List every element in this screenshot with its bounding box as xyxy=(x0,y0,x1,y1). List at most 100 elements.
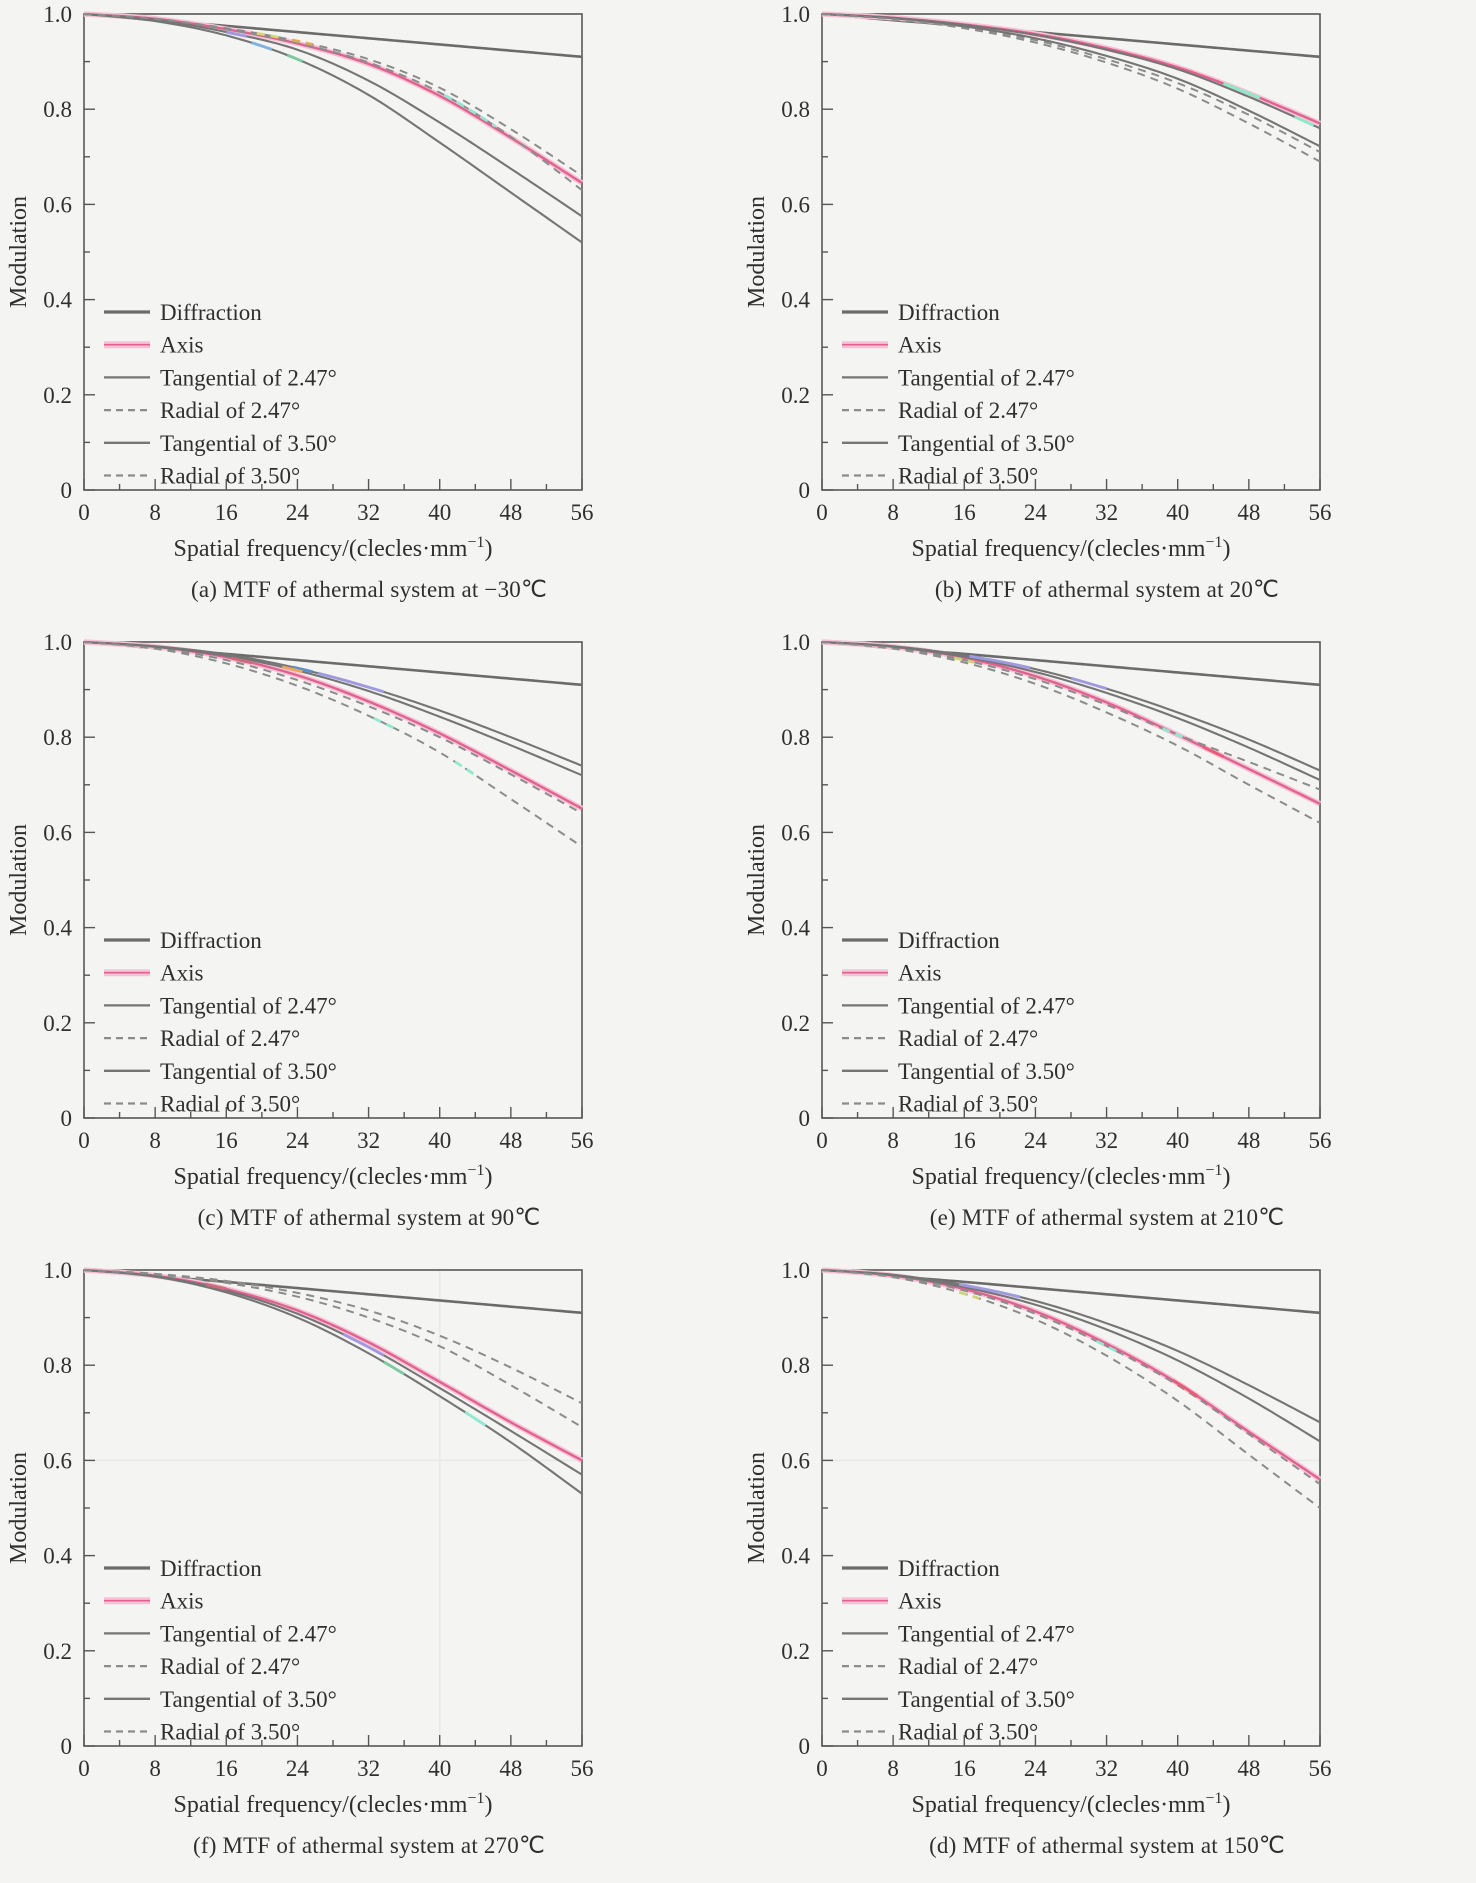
svg-text:48: 48 xyxy=(499,1756,522,1781)
svg-text:48: 48 xyxy=(1237,1128,1260,1153)
legend-label: Diffraction xyxy=(160,300,262,325)
mtf-chart-panel-f: 0 0.2 0.4 0.6 0.8 1.0 0 8 16 24 32 40 48 56 Modulation… xyxy=(0,1256,738,1883)
legend-label: Radial of 2.47° xyxy=(898,398,1038,423)
svg-text:0.2: 0.2 xyxy=(43,1011,72,1036)
mtf-chart-panel-c: 0 0.2 0.4 0.6 0.8 1.0 0 8 16 24 32 40 48 56 Modulation… xyxy=(0,628,738,1256)
svg-text:16: 16 xyxy=(953,1756,976,1781)
legend-label: Tangential of 3.50° xyxy=(898,1059,1075,1084)
svg-text:0.2: 0.2 xyxy=(781,1011,810,1036)
legend-label: Diffraction xyxy=(898,1556,1000,1581)
svg-text:1.0: 1.0 xyxy=(43,1258,72,1283)
chart-caption-b: (b) MTF of athermal system at 20℃ xyxy=(934,577,1280,602)
svg-text:Modulation: Modulation xyxy=(744,824,770,936)
svg-text:1.0: 1.0 xyxy=(781,1258,810,1283)
svg-text:0: 0 xyxy=(61,478,73,503)
svg-text:0: 0 xyxy=(799,1106,811,1131)
svg-text:0.4: 0.4 xyxy=(781,916,810,941)
svg-text:0.6: 0.6 xyxy=(781,820,810,845)
svg-text:0: 0 xyxy=(816,1128,828,1153)
legend-label: Diffraction xyxy=(160,1556,262,1581)
chart-caption-d: (d) MTF of athermal system at 150℃ xyxy=(929,1833,1285,1858)
legend-label: Tangential of 3.50° xyxy=(898,1687,1075,1712)
svg-text:8: 8 xyxy=(887,1128,899,1153)
svg-text:56: 56 xyxy=(1309,1128,1332,1153)
legend-label: Radial of 3.50° xyxy=(898,1720,1038,1745)
svg-text:24: 24 xyxy=(286,1756,310,1781)
legend-label: Tangential of 2.47° xyxy=(160,1621,337,1646)
svg-text:Spatial frequency/(clecles·mm−: Spatial frequency/(clecles·mm−1) xyxy=(174,1790,493,1818)
svg-text:0.6: 0.6 xyxy=(781,1448,810,1473)
svg-text:8: 8 xyxy=(887,500,899,525)
svg-text:0.2: 0.2 xyxy=(781,1639,810,1664)
svg-text:24: 24 xyxy=(1024,1128,1048,1153)
mtf-chart-panel-a: 0 0.2 0.4 0.6 0.8 1.0 0 8 16 24 32 40 48 56 Modulation… xyxy=(0,0,738,628)
svg-text:0.2: 0.2 xyxy=(781,383,810,408)
svg-text:0: 0 xyxy=(61,1106,73,1131)
svg-text:8: 8 xyxy=(887,1756,899,1781)
svg-text:32: 32 xyxy=(1095,1756,1118,1781)
svg-text:48: 48 xyxy=(499,500,522,525)
svg-text:0: 0 xyxy=(799,478,811,503)
svg-text:0.4: 0.4 xyxy=(781,1544,810,1569)
legend-label: Radial of 2.47° xyxy=(160,1654,300,1679)
legend-label: Tangential of 3.50° xyxy=(160,1687,337,1712)
svg-text:40: 40 xyxy=(428,1128,451,1153)
mtf-chart-b: 0 0.2 0.4 0.6 0.8 1.0 0 8 16 24 32 40 48 56 Modulation… xyxy=(744,2,1332,562)
svg-text:40: 40 xyxy=(428,500,451,525)
svg-text:Spatial frequency/(clecles·mm−: Spatial frequency/(clecles·mm−1) xyxy=(912,1790,1231,1818)
legend-label: Tangential of 2.47° xyxy=(160,365,337,390)
svg-text:Modulation: Modulation xyxy=(6,1452,32,1564)
svg-text:56: 56 xyxy=(571,500,594,525)
svg-text:8: 8 xyxy=(149,500,161,525)
mtf-chart-e: 0 0.2 0.4 0.6 0.8 1.0 0 8 16 24 32 40 48 56 Modulation… xyxy=(744,630,1332,1190)
svg-text:0.6: 0.6 xyxy=(781,192,810,217)
svg-text:8: 8 xyxy=(149,1128,161,1153)
svg-text:0.8: 0.8 xyxy=(781,97,810,122)
svg-text:0: 0 xyxy=(78,1756,90,1781)
svg-text:0: 0 xyxy=(78,1128,90,1153)
chart-caption-e: (e) MTF of athermal system at 210℃ xyxy=(929,1205,1285,1230)
legend-label: Tangential of 3.50° xyxy=(160,431,337,456)
svg-text:56: 56 xyxy=(571,1128,594,1153)
svg-text:0.8: 0.8 xyxy=(781,725,810,750)
legend-label: Tangential of 2.47° xyxy=(898,1621,1075,1646)
svg-text:0.2: 0.2 xyxy=(43,383,72,408)
svg-text:0.8: 0.8 xyxy=(43,1353,72,1378)
svg-text:0: 0 xyxy=(61,1734,73,1759)
svg-text:16: 16 xyxy=(953,500,976,525)
legend-label: Axis xyxy=(898,333,942,358)
svg-text:0.4: 0.4 xyxy=(43,1544,72,1569)
svg-text:0: 0 xyxy=(816,500,828,525)
svg-text:0: 0 xyxy=(816,1756,828,1781)
mtf-chart-c: 0 0.2 0.4 0.6 0.8 1.0 0 8 16 24 32 40 48 56 Modulation… xyxy=(6,630,594,1190)
svg-text:16: 16 xyxy=(215,1128,238,1153)
svg-text:1.0: 1.0 xyxy=(781,2,810,27)
svg-text:Spatial frequency/(clecles·mm−: Spatial frequency/(clecles·mm−1) xyxy=(912,534,1231,562)
svg-text:Modulation: Modulation xyxy=(6,824,32,936)
svg-text:32: 32 xyxy=(1095,500,1118,525)
legend-label: Axis xyxy=(160,333,204,358)
svg-text:16: 16 xyxy=(215,1756,238,1781)
svg-text:48: 48 xyxy=(1237,500,1260,525)
mtf-chart-a: 0 0.2 0.4 0.6 0.8 1.0 0 8 16 24 32 40 48 56 Modulation… xyxy=(6,2,594,562)
svg-text:24: 24 xyxy=(1024,500,1048,525)
svg-text:56: 56 xyxy=(1309,1756,1332,1781)
legend-label: Radial of 3.50° xyxy=(898,1092,1038,1117)
svg-text:0.8: 0.8 xyxy=(43,97,72,122)
svg-text:Spatial frequency/(clecles·mm−: Spatial frequency/(clecles·mm−1) xyxy=(174,534,493,562)
svg-text:0: 0 xyxy=(799,1734,811,1759)
svg-text:0.4: 0.4 xyxy=(43,916,72,941)
legend-label: Tangential of 3.50° xyxy=(160,1059,337,1084)
svg-text:Spatial frequency/(clecles·mm−: Spatial frequency/(clecles·mm−1) xyxy=(174,1162,493,1190)
svg-text:1.0: 1.0 xyxy=(781,630,810,655)
legend-label: Diffraction xyxy=(898,928,1000,953)
svg-text:16: 16 xyxy=(215,500,238,525)
svg-text:40: 40 xyxy=(1166,500,1189,525)
legend-label: Tangential of 2.47° xyxy=(898,365,1075,390)
svg-text:Spatial frequency/(clecles·mm−: Spatial frequency/(clecles·mm−1) xyxy=(912,1162,1231,1190)
legend-label: Radial of 2.47° xyxy=(160,1026,300,1051)
svg-text:0.2: 0.2 xyxy=(43,1639,72,1664)
legend-label: Axis xyxy=(160,961,204,986)
legend-label: Tangential of 2.47° xyxy=(898,993,1075,1018)
